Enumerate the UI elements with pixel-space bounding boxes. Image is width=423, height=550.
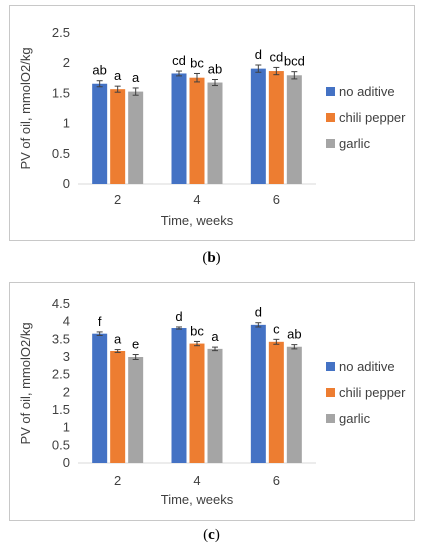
legend-label-c: chili pepper xyxy=(339,385,406,400)
data-label-c: bc xyxy=(190,323,204,338)
data-label-b: d xyxy=(255,47,262,62)
legend-label-c: garlic xyxy=(339,411,371,426)
legend-swatch-c-no-aditive xyxy=(326,362,335,371)
legend-label-c: no aditive xyxy=(339,359,395,374)
legend-label-b: garlic xyxy=(339,136,371,151)
legend-label-b: chili pepper xyxy=(339,110,406,125)
y-tick-label-c: 4.5 xyxy=(52,296,70,311)
bar-c-chili-pepper-2 xyxy=(110,350,126,463)
bar-c-no-aditive-4 xyxy=(171,328,187,463)
bar-b-chili-pepper-6 xyxy=(268,71,284,184)
data-label-c: a xyxy=(211,329,219,344)
legend-swatch-c-garlic xyxy=(326,414,335,423)
y-axis-title-b: PV of oil, mmolO2/kg xyxy=(18,47,33,169)
legend-swatch-b-garlic xyxy=(326,139,335,148)
legend-label-b: no aditive xyxy=(339,84,395,99)
bar-c-garlic-2 xyxy=(128,357,144,463)
y-tick-label-c: 0 xyxy=(63,455,70,470)
data-label-b: cd xyxy=(269,49,283,64)
x-tick-label-b: 4 xyxy=(193,192,200,207)
data-label-c: a xyxy=(114,332,122,347)
x-tick-label-c: 4 xyxy=(193,473,200,488)
data-label-c: c xyxy=(273,321,280,336)
y-tick-label-c: 1.5 xyxy=(52,402,70,417)
data-label-b: a xyxy=(132,70,140,85)
legend-swatch-b-no-aditive xyxy=(326,87,335,96)
y-tick-label-b: 1.5 xyxy=(52,85,70,100)
x-tick-label-b: 2 xyxy=(114,192,121,207)
y-tick-label-b: 0 xyxy=(63,176,70,191)
bar-b-garlic-2 xyxy=(128,91,144,184)
bar-b-garlic-4 xyxy=(207,82,223,184)
y-tick-label-c: 1 xyxy=(63,420,70,435)
y-tick-label-c: 4 xyxy=(63,314,70,329)
bar-b-chili-pepper-2 xyxy=(110,89,126,184)
data-label-b: ab xyxy=(92,63,106,78)
data-label-c: f xyxy=(98,314,102,329)
x-tick-label-c: 2 xyxy=(114,473,121,488)
y-tick-label-b: 1 xyxy=(63,116,70,131)
y-tick-label-b: 2 xyxy=(63,55,70,70)
y-tick-label-c: 3.5 xyxy=(52,331,70,346)
data-label-b: bc xyxy=(190,55,204,70)
y-tick-label-b: 2.5 xyxy=(52,25,70,40)
bar-c-no-aditive-2 xyxy=(92,333,108,463)
bar-c-garlic-6 xyxy=(286,346,302,463)
bar-c-chili-pepper-4 xyxy=(189,343,205,463)
legend-swatch-b-chili-pepper xyxy=(326,113,335,122)
caption-c: (c) xyxy=(203,527,220,543)
x-tick-label-b: 6 xyxy=(273,192,280,207)
y-tick-label-b: 0.5 xyxy=(52,146,70,161)
bar-b-chili-pepper-4 xyxy=(189,77,205,184)
data-label-b: a xyxy=(114,68,122,83)
y-tick-label-c: 0.5 xyxy=(52,437,70,452)
y-axis-title-c: PV of oil, mmolO2/kg xyxy=(18,322,33,444)
caption-b: (b) xyxy=(202,250,221,266)
data-label-c: ab xyxy=(287,327,301,342)
data-label-b: bcd xyxy=(284,54,305,69)
bar-b-no-aditive-6 xyxy=(250,68,266,184)
y-tick-label-c: 2 xyxy=(63,384,70,399)
data-label-b: ab xyxy=(208,62,222,77)
data-label-c: e xyxy=(132,337,139,352)
bar-c-garlic-4 xyxy=(207,348,223,463)
y-tick-label-c: 3 xyxy=(63,349,70,364)
data-label-b: cd xyxy=(172,53,186,68)
bar-b-no-aditive-4 xyxy=(171,73,187,184)
bar-c-no-aditive-6 xyxy=(250,324,266,463)
bar-b-no-aditive-2 xyxy=(92,83,108,184)
legend-swatch-c-chili-pepper xyxy=(326,388,335,397)
data-label-c: d xyxy=(255,305,262,320)
x-axis-title-b: Time, weeks xyxy=(161,213,234,228)
x-axis-title-c: Time, weeks xyxy=(161,492,234,507)
y-tick-label-c: 2.5 xyxy=(52,367,70,382)
x-tick-label-c: 6 xyxy=(273,473,280,488)
data-label-c: d xyxy=(175,309,182,324)
bar-c-chili-pepper-6 xyxy=(268,341,284,463)
bar-b-garlic-6 xyxy=(286,75,302,184)
